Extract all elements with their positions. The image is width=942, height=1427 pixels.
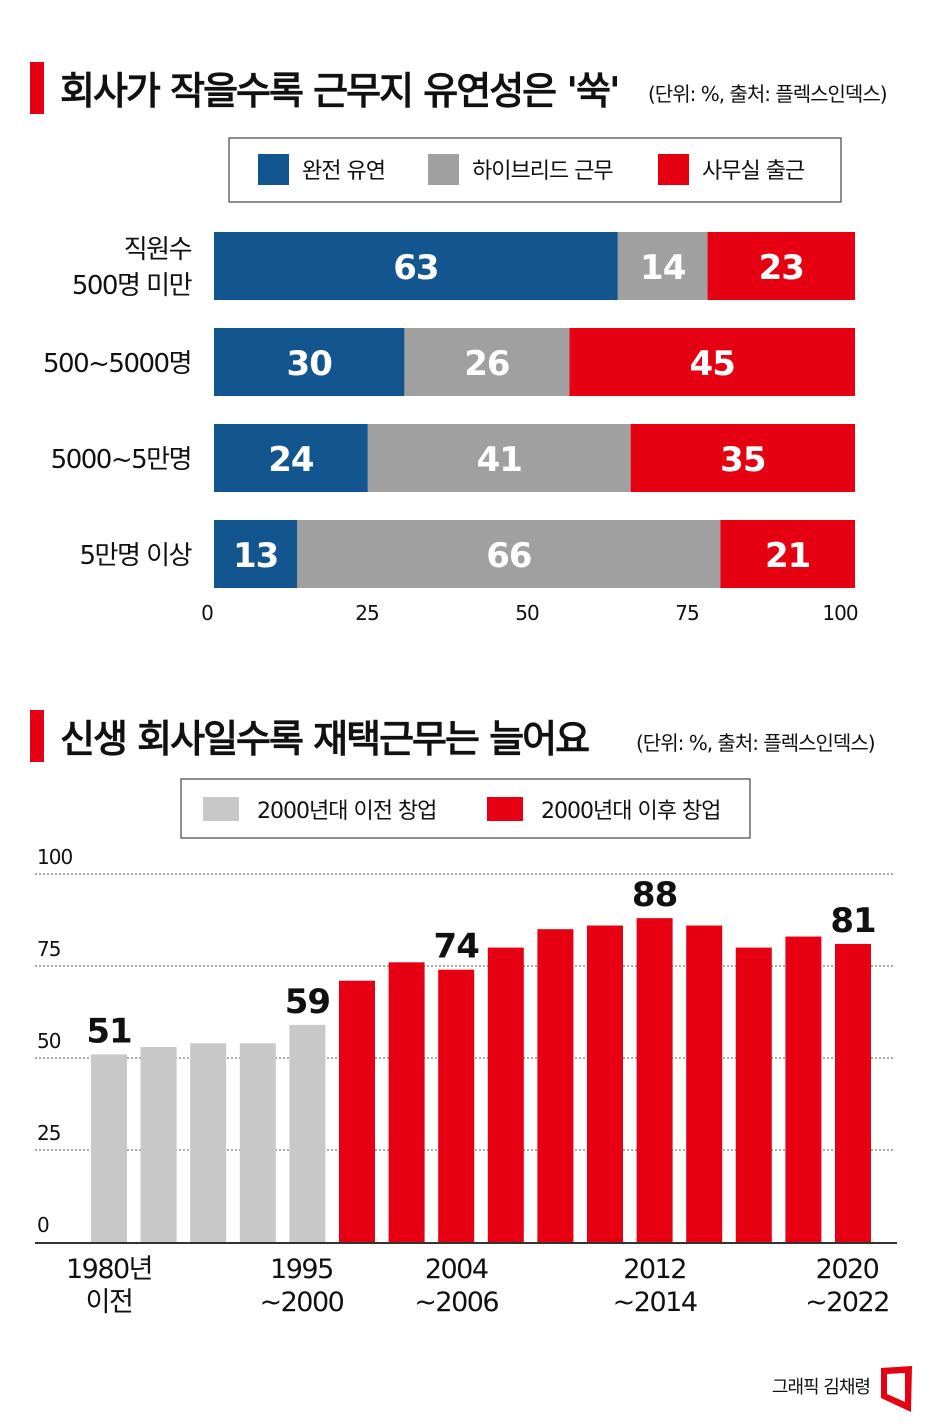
bar (91, 1054, 127, 1242)
bar-segment (617, 232, 708, 300)
bar-segment (214, 232, 618, 300)
legend-label: 2000년대 이후 창업 (541, 799, 720, 824)
data-label: 14 (640, 248, 686, 288)
x-tick-label: ~2014 (613, 1287, 697, 1318)
chart2-subtitle: (단위: %, 출처: 플렉스인덱스) (636, 731, 875, 755)
data-label: 45 (690, 344, 735, 384)
bar (239, 1043, 276, 1242)
bar (735, 947, 772, 1242)
x-tick-label: 50 (515, 601, 539, 625)
chart2-legend (180, 778, 751, 839)
x-tick-label: 2020 (816, 1254, 879, 1285)
bar-segment (214, 424, 368, 492)
data-label: 35 (720, 440, 765, 480)
bar-segment (404, 328, 570, 396)
bar (190, 1043, 227, 1242)
x-tick-label: 1980년 (66, 1254, 152, 1285)
bar (487, 947, 524, 1242)
bar-segment (707, 232, 855, 300)
y-tick-label: 25 (37, 1121, 60, 1145)
chart1-subtitle: (단위: %, 출처: 플렉스인덱스) (648, 82, 887, 106)
title-marker (30, 710, 44, 762)
x-tick-label: 이전 (86, 1287, 133, 1318)
x-tick-label: 2004 (425, 1254, 488, 1285)
x-tick-label: ~2000 (259, 1287, 343, 1318)
x-tick-label: 2012 (623, 1254, 686, 1285)
data-label: 81 (830, 901, 875, 941)
bar (686, 925, 723, 1242)
bar (388, 962, 425, 1242)
bar (587, 925, 623, 1242)
data-label: 63 (393, 248, 438, 288)
category-label: 5만명 이상 (80, 541, 192, 571)
bar (140, 1046, 177, 1242)
x-tick-label: 1995 (270, 1254, 333, 1285)
legend-label: 하이브리드 근무 (472, 159, 613, 184)
bar-segment (214, 328, 405, 396)
chart1-legend (228, 137, 842, 203)
chart1-title: 회사가 작을수록 근무지 유연성은 '쑥' (60, 69, 619, 113)
data-label: 23 (759, 248, 804, 288)
logo-icon (881, 1366, 912, 1412)
bar (339, 980, 375, 1242)
legend-swatch (658, 154, 689, 185)
legend-label: 완전 유연 (302, 159, 385, 184)
y-tick-label: 100 (37, 845, 72, 869)
data-label: 51 (86, 1011, 131, 1051)
data-label: 59 (285, 982, 330, 1022)
bar-segment (569, 328, 855, 396)
bar-segment (214, 520, 298, 588)
bar (289, 1024, 326, 1242)
data-label: 26 (464, 344, 509, 384)
data-label: 66 (486, 536, 531, 576)
data-label: 24 (268, 440, 314, 480)
legend-swatch (203, 797, 239, 821)
legend-swatch (487, 797, 523, 821)
data-label: 41 (477, 440, 522, 480)
bar (835, 943, 871, 1242)
title-marker (30, 62, 44, 114)
data-label: 21 (765, 536, 810, 576)
y-tick-label: 0 (37, 1213, 49, 1237)
legend-label: 사무실 출근 (702, 159, 805, 184)
legend-swatch (428, 154, 459, 185)
legend-label: 2000년대 이전 창업 (257, 799, 436, 824)
bar (438, 969, 475, 1242)
bar (785, 936, 822, 1242)
data-label: 30 (287, 344, 333, 384)
data-label: 74 (434, 927, 480, 967)
x-tick-label: 100 (822, 601, 857, 625)
credit: 그래픽 김채령 (772, 1377, 870, 1398)
legend-swatch (258, 154, 289, 185)
bar-segment (367, 424, 631, 492)
x-tick-label: 25 (355, 601, 378, 625)
data-label: 88 (632, 875, 677, 915)
x-tick-label: ~2006 (414, 1287, 498, 1318)
bar (537, 929, 574, 1242)
category-label: 직원수 (124, 235, 192, 265)
bar-segment (720, 520, 855, 588)
category-label: 5000~5만명 (51, 445, 191, 475)
category-label: 500~5000명 (43, 349, 191, 379)
bar (636, 918, 673, 1242)
data-label: 13 (233, 536, 278, 576)
x-tick-label: ~2022 (805, 1287, 889, 1318)
category-label: 500명 미만 (72, 271, 192, 301)
y-tick-label: 75 (37, 937, 60, 961)
chart2-title: 신생 회사일수록 재택근무는 늘어요 (60, 717, 589, 761)
x-tick-label: 0 (201, 601, 213, 625)
x-tick-label: 75 (675, 601, 698, 625)
y-tick-label: 50 (37, 1029, 61, 1053)
bar-segment (630, 424, 855, 492)
bar-segment (297, 520, 721, 588)
